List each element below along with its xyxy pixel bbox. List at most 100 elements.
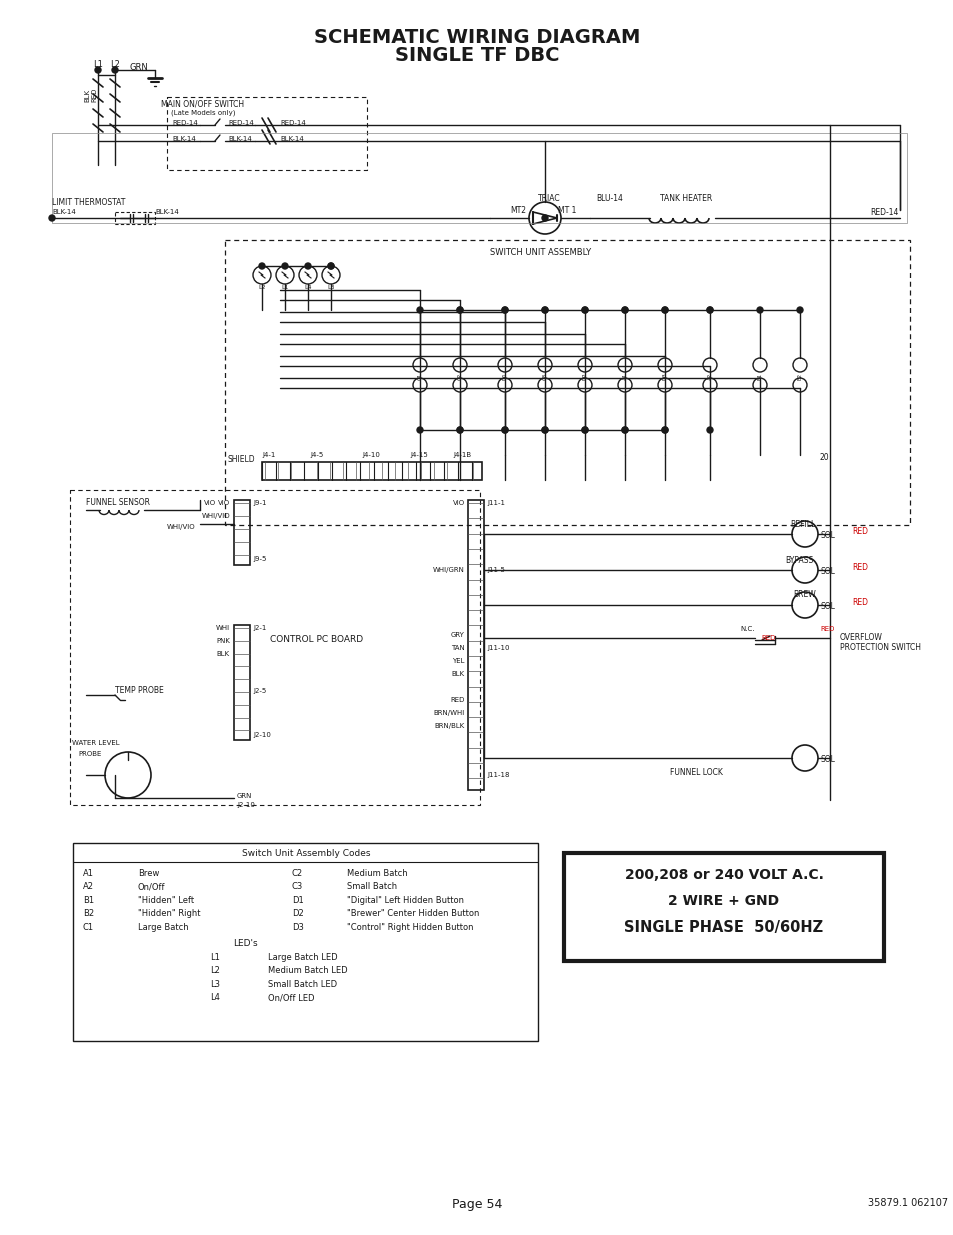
Circle shape <box>305 263 311 269</box>
Circle shape <box>621 427 627 433</box>
Circle shape <box>112 67 118 73</box>
Text: Switch Unit Assembly Codes: Switch Unit Assembly Codes <box>241 848 370 858</box>
Text: L2: L2 <box>210 967 219 976</box>
Circle shape <box>581 308 587 312</box>
Text: RED-14: RED-14 <box>228 120 253 126</box>
Text: RED: RED <box>760 635 775 641</box>
Circle shape <box>581 427 587 433</box>
Text: J2-10: J2-10 <box>253 732 271 739</box>
Text: L1: L1 <box>93 61 103 69</box>
Text: On/Off: On/Off <box>138 883 165 892</box>
Text: RED: RED <box>851 598 867 606</box>
Text: "Hidden" Left: "Hidden" Left <box>138 897 193 905</box>
Circle shape <box>541 427 547 433</box>
Bar <box>115 212 154 224</box>
Bar <box>73 844 537 1041</box>
Text: J2-10: J2-10 <box>236 802 254 808</box>
Text: REFILL: REFILL <box>789 520 815 529</box>
Text: (Late Models only): (Late Models only) <box>171 109 235 116</box>
Text: VIO: VIO <box>204 500 216 506</box>
Text: BLK-14: BLK-14 <box>52 209 75 215</box>
Text: Page 54: Page 54 <box>452 1198 501 1212</box>
Text: VIO: VIO <box>453 500 464 506</box>
Text: WHI/GRN: WHI/GRN <box>433 567 464 573</box>
Text: C3: C3 <box>542 373 547 379</box>
Text: WHI/VIO: WHI/VIO <box>201 513 230 519</box>
Text: TEMP PROBE: TEMP PROBE <box>115 685 164 695</box>
Circle shape <box>456 308 462 312</box>
Text: J2-1: J2-1 <box>253 625 266 631</box>
Text: RED: RED <box>450 697 464 703</box>
Text: C2: C2 <box>292 869 303 878</box>
Text: A2: A2 <box>707 373 712 379</box>
Text: L1: L1 <box>281 285 289 290</box>
Text: GRN: GRN <box>130 63 149 72</box>
Circle shape <box>621 427 627 433</box>
Circle shape <box>416 308 422 312</box>
Circle shape <box>501 308 507 312</box>
Text: TRIAC: TRIAC <box>537 194 560 203</box>
Text: 2 WIRE + GND: 2 WIRE + GND <box>668 894 779 908</box>
Text: YEL: YEL <box>452 658 464 664</box>
Text: J2-5: J2-5 <box>253 688 266 694</box>
Text: Medium Batch LED: Medium Batch LED <box>268 967 347 976</box>
Bar <box>70 490 479 805</box>
Text: A1: A1 <box>83 869 94 878</box>
Text: J11-10: J11-10 <box>486 645 509 651</box>
Text: RED-14: RED-14 <box>280 120 305 126</box>
Circle shape <box>416 427 422 433</box>
Text: BREW: BREW <box>792 590 815 599</box>
Text: Medium Batch: Medium Batch <box>347 869 407 878</box>
Text: L4: L4 <box>210 993 219 1003</box>
Text: "Hidden" Right: "Hidden" Right <box>138 909 200 919</box>
Text: PROBE: PROBE <box>78 751 101 757</box>
Bar <box>262 462 481 480</box>
Text: D1: D1 <box>292 897 303 905</box>
Text: C1: C1 <box>83 923 94 932</box>
Circle shape <box>501 427 507 433</box>
Circle shape <box>706 308 712 312</box>
Text: D3: D3 <box>292 923 304 932</box>
Text: A2: A2 <box>83 883 94 892</box>
Text: GRY: GRY <box>451 632 464 638</box>
Bar <box>52 133 906 224</box>
Text: B2: B2 <box>797 373 801 379</box>
Circle shape <box>581 308 587 312</box>
Text: A1: A1 <box>622 373 627 379</box>
Circle shape <box>621 308 627 312</box>
Text: J11-18: J11-18 <box>486 772 509 778</box>
Text: L3: L3 <box>327 285 335 290</box>
Circle shape <box>282 263 288 269</box>
Text: GRN: GRN <box>236 793 253 799</box>
Text: D3: D3 <box>661 372 667 380</box>
Text: RED: RED <box>851 527 867 536</box>
Circle shape <box>95 67 101 73</box>
Text: C1: C1 <box>417 373 422 379</box>
Text: On/Off LED: On/Off LED <box>268 993 314 1003</box>
Text: J4-10: J4-10 <box>361 452 379 458</box>
Text: L1: L1 <box>210 953 219 962</box>
Circle shape <box>706 308 712 312</box>
Text: D2: D2 <box>292 909 303 919</box>
Text: "Control" Right Hidden Button: "Control" Right Hidden Button <box>347 923 473 932</box>
Text: TANK HEATER: TANK HEATER <box>659 194 712 203</box>
Circle shape <box>456 427 462 433</box>
Text: J4-5: J4-5 <box>310 452 323 458</box>
Circle shape <box>328 263 334 269</box>
Text: BLK: BLK <box>84 89 90 101</box>
Circle shape <box>328 263 334 269</box>
Circle shape <box>661 308 667 312</box>
Circle shape <box>49 215 55 221</box>
Text: FUNNEL SENSOR: FUNNEL SENSOR <box>86 498 150 508</box>
Circle shape <box>661 427 667 433</box>
Text: WATER LEVEL: WATER LEVEL <box>71 740 119 746</box>
Text: PROTECTION SWITCH: PROTECTION SWITCH <box>840 643 920 652</box>
Text: 35879.1 062107: 35879.1 062107 <box>867 1198 947 1208</box>
Text: PNK: PNK <box>216 638 230 643</box>
Text: L2: L2 <box>258 285 266 290</box>
Text: Small Batch LED: Small Batch LED <box>268 981 336 989</box>
Circle shape <box>706 427 712 433</box>
Text: L4: L4 <box>304 285 312 290</box>
Text: BLK: BLK <box>452 671 464 677</box>
Text: SINGLE PHASE  50/60HZ: SINGLE PHASE 50/60HZ <box>624 920 822 935</box>
